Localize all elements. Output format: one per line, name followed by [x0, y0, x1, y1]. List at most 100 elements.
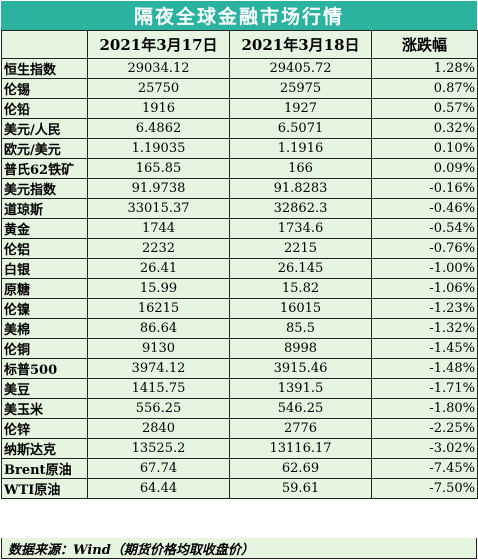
- cell-name: 普氏62铁矿: [1, 158, 88, 179]
- table-row: 伦锡 25750 25975 0.87%: [1, 78, 478, 99]
- table-row: WTI原油 64.44 59.61 -7.50%: [1, 478, 478, 499]
- table-row: 道琼斯 33015.37 32862.3 -0.46%: [1, 198, 478, 219]
- cell-date1-value: 6.4862: [87, 118, 230, 139]
- cell-date1-value: 16215: [87, 298, 230, 319]
- cell-change: -2.25%: [371, 418, 478, 439]
- table-row: 美豆 1415.75 1391.5 -1.71%: [1, 378, 478, 399]
- table-row: 白银 26.41 26.145 -1.00%: [1, 258, 478, 279]
- cell-date1-value: 91.9738: [87, 178, 230, 199]
- header-cell-date2: 2021年3月18日: [229, 30, 372, 59]
- cell-change: 0.57%: [371, 98, 478, 119]
- table-row: 伦铅 1916 1927 0.57%: [1, 98, 478, 119]
- table-row: 伦锌 2840 2776 -2.25%: [1, 418, 478, 439]
- cell-date2-value: 1927: [229, 98, 372, 119]
- cell-date2-value: 15.82: [229, 278, 372, 299]
- table-row: 伦铝 2232 2215 -0.76%: [1, 238, 478, 259]
- cell-date1-value: 165.85: [87, 158, 230, 179]
- cell-name: 伦铜: [1, 338, 88, 359]
- cell-change: 0.87%: [371, 78, 478, 99]
- table-row: 原糖 15.99 15.82 -1.06%: [1, 278, 478, 299]
- source-note: 数据来源：Wind（期货价格均取收盘价）: [1, 538, 477, 559]
- cell-date1-value: 1916: [87, 98, 230, 119]
- table-header-row: 2021年3月17日 2021年3月18日 涨跌幅: [1, 30, 478, 59]
- cell-date1-value: 2840: [87, 418, 230, 439]
- cell-date1-value: 64.44: [87, 478, 230, 499]
- cell-date2-value: 1.1916: [229, 138, 372, 159]
- cell-date1-value: 67.74: [87, 458, 230, 479]
- cell-date1-value: 86.64: [87, 318, 230, 339]
- cell-change: -0.76%: [371, 238, 478, 259]
- cell-date2-value: 3915.46: [229, 358, 372, 379]
- cell-date2-value: 6.5071: [229, 118, 372, 139]
- cell-name: 欧元/美元: [1, 138, 88, 159]
- cell-change: -0.16%: [371, 178, 478, 199]
- table-row: 美玉米 556.25 546.25 -1.80%: [1, 398, 478, 419]
- cell-date1-value: 13525.2: [87, 438, 230, 459]
- cell-date2-value: 2776: [229, 418, 372, 439]
- cell-date1-value: 26.41: [87, 258, 230, 279]
- table-row: 美元/人民 6.4862 6.5071 0.32%: [1, 118, 478, 139]
- cell-change: -1.23%: [371, 298, 478, 319]
- table-row: 美元指数 91.9738 91.8283 -0.16%: [1, 178, 478, 199]
- cell-change: -1.71%: [371, 378, 478, 399]
- cell-date1-value: 1.19035: [87, 138, 230, 159]
- cell-change: -7.45%: [371, 458, 478, 479]
- cell-name: 恒生指数: [1, 58, 88, 79]
- cell-change: 0.32%: [371, 118, 478, 139]
- cell-name: 伦锡: [1, 78, 88, 99]
- cell-name: 美玉米: [1, 398, 88, 419]
- cell-change: -1.32%: [371, 318, 478, 339]
- cell-name: 纳斯达克: [1, 438, 88, 459]
- cell-change: -0.54%: [371, 218, 478, 239]
- cell-name: Brent原油: [1, 458, 88, 479]
- cell-name: 标普500: [1, 358, 88, 379]
- table-row: Brent原油 67.74 62.69 -7.45%: [1, 458, 478, 479]
- cell-date1-value: 1744: [87, 218, 230, 239]
- cell-change: -1.48%: [371, 358, 478, 379]
- cell-name: 美豆: [1, 378, 88, 399]
- cell-date1-value: 25750: [87, 78, 230, 99]
- cell-change: -1.00%: [371, 258, 478, 279]
- cell-date2-value: 16015: [229, 298, 372, 319]
- table-row: 标普500 3974.12 3915.46 -1.48%: [1, 358, 478, 379]
- cell-date2-value: 1391.5: [229, 378, 372, 399]
- cell-date1-value: 1415.75: [87, 378, 230, 399]
- table-row: 纳斯达克 13525.2 13116.17 -3.02%: [1, 438, 478, 459]
- cell-name: 美棉: [1, 318, 88, 339]
- cell-name: 道琼斯: [1, 198, 88, 219]
- cell-date1-value: 9130: [87, 338, 230, 359]
- cell-date1-value: 3974.12: [87, 358, 230, 379]
- cell-date2-value: 59.61: [229, 478, 372, 499]
- cell-change: -7.50%: [371, 478, 478, 499]
- cell-name: 原糖: [1, 278, 88, 299]
- cell-date2-value: 546.25: [229, 398, 372, 419]
- cell-date2-value: 85.5: [229, 318, 372, 339]
- cell-change: -0.46%: [371, 198, 478, 219]
- cell-date1-value: 29034.12: [87, 58, 230, 79]
- cell-date2-value: 26.145: [229, 258, 372, 279]
- cell-name: 伦铝: [1, 238, 88, 259]
- cell-name: WTI原油: [1, 478, 88, 499]
- cell-date2-value: 29405.72: [229, 58, 372, 79]
- table-row: 伦铜 9130 8998 -1.45%: [1, 338, 478, 359]
- cell-name: 伦镍: [1, 298, 88, 319]
- header-cell-date1: 2021年3月17日: [87, 30, 230, 59]
- cell-name: 美元指数: [1, 178, 88, 199]
- cell-change: -1.06%: [371, 278, 478, 299]
- cell-name: 美元/人民: [1, 118, 88, 139]
- table-row: 欧元/美元 1.19035 1.1916 0.10%: [1, 138, 478, 159]
- cell-change: 0.09%: [371, 158, 478, 179]
- cell-change: 1.28%: [371, 58, 478, 79]
- table-row: 黄金 1744 1734.6 -0.54%: [1, 218, 478, 239]
- cell-date2-value: 25975: [229, 78, 372, 99]
- market-table: 2021年3月17日 2021年3月18日 涨跌幅 恒生指数 29034.12 29…: [1, 30, 478, 499]
- cell-change: 0.10%: [371, 138, 478, 159]
- table-row: 伦镍 16215 16015 -1.23%: [1, 298, 478, 319]
- cell-date2-value: 62.69: [229, 458, 372, 479]
- table-row: 美棉 86.64 85.5 -1.32%: [1, 318, 478, 339]
- page-title: 隔夜全球金融市场行情: [1, 1, 477, 30]
- cell-change: -1.80%: [371, 398, 478, 419]
- cell-date2-value: 91.8283: [229, 178, 372, 199]
- cell-date1-value: 556.25: [87, 398, 230, 419]
